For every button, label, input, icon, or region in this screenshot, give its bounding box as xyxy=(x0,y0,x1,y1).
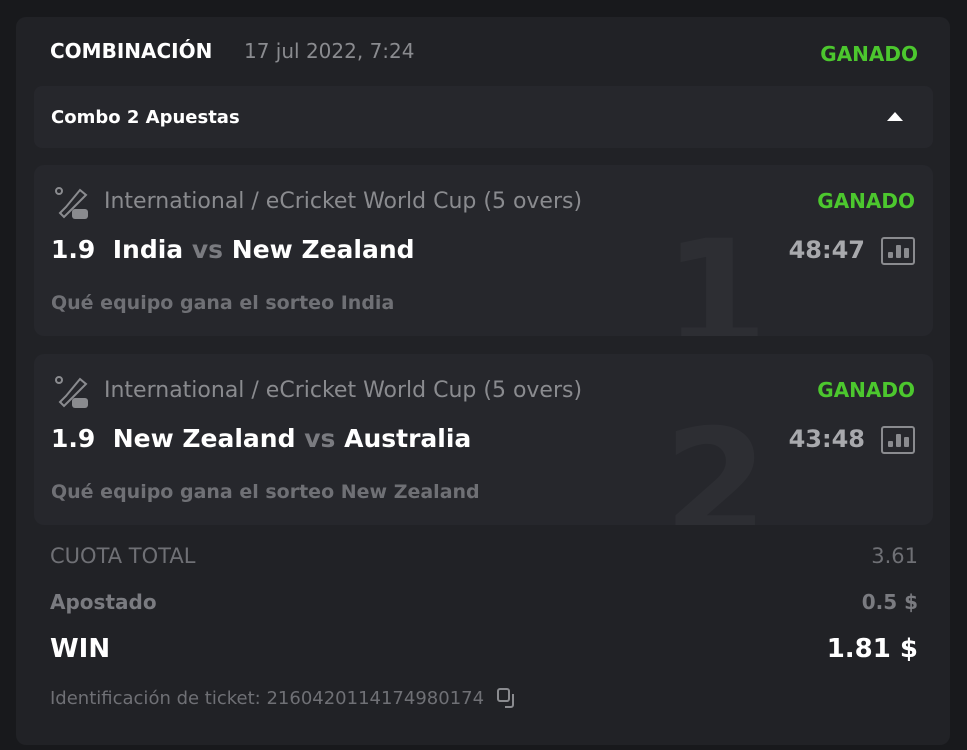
bet-league: International / eCricket World Cup (5 ov… xyxy=(104,378,583,403)
ticket-type: COMBINACIÓN xyxy=(50,39,213,63)
win-label: WIN xyxy=(50,634,111,664)
bet-market: Qué equipo gana el sorteo New Zealand xyxy=(51,481,480,503)
vs-label: vs xyxy=(191,235,224,264)
stats-icon[interactable] xyxy=(881,426,915,454)
total-odds-value: 3.61 xyxy=(871,544,918,568)
bet-match[interactable]: 1.9 New Zealand vs Australia xyxy=(51,424,471,453)
total-odds-label: CUOTA TOTAL xyxy=(50,544,196,568)
team-2: Australia xyxy=(344,424,472,453)
bet-item: 1 International / eCricket World Cup (5 … xyxy=(34,165,933,336)
bet-status: GANADO xyxy=(817,378,915,402)
combo-label: Combo 2 Apuestas xyxy=(51,107,240,128)
vs-label: vs xyxy=(304,424,336,453)
bet-status: GANADO xyxy=(817,189,915,213)
ecricket-icon xyxy=(55,187,88,219)
triangle-up-icon[interactable] xyxy=(887,112,903,121)
bet-league: International / eCricket World Cup (5 ov… xyxy=(104,189,583,214)
team-1: India xyxy=(112,235,184,264)
bet-score: 43:48 xyxy=(788,425,865,453)
bet-market: Qué equipo gana el sorteo India xyxy=(51,292,395,314)
ticket-id-row: Identificación de ticket: 21604201141749… xyxy=(50,687,518,709)
stake-value: 0.5 $ xyxy=(861,590,918,614)
copy-icon[interactable] xyxy=(496,687,518,709)
team-1: New Zealand xyxy=(112,424,296,453)
bet-index: 1 xyxy=(663,209,768,336)
bet-match[interactable]: 1.9 India vs New Zealand xyxy=(51,235,415,264)
team-2: New Zealand xyxy=(231,235,415,264)
win-value: 1.81 $ xyxy=(826,634,918,664)
bet-odds: 1.9 xyxy=(51,235,96,264)
ticket-datetime: 17 jul 2022, 7:24 xyxy=(244,39,415,63)
ecricket-icon xyxy=(55,376,88,408)
bet-ticket-card: COMBINACIÓN 17 jul 2022, 7:24 GANADO Com… xyxy=(16,17,950,745)
combo-toggle[interactable]: Combo 2 Apuestas xyxy=(34,86,933,148)
bet-index: 2 xyxy=(663,398,768,525)
ticket-id: Identificación de ticket: 21604201141749… xyxy=(50,687,485,709)
stake-label: Apostado xyxy=(50,590,157,614)
bet-odds: 1.9 xyxy=(51,424,96,453)
bet-score: 48:47 xyxy=(788,236,865,264)
stats-icon[interactable] xyxy=(881,237,915,265)
bet-item: 2 International / eCricket World Cup (5 … xyxy=(34,354,933,525)
ticket-status: GANADO xyxy=(820,42,918,66)
